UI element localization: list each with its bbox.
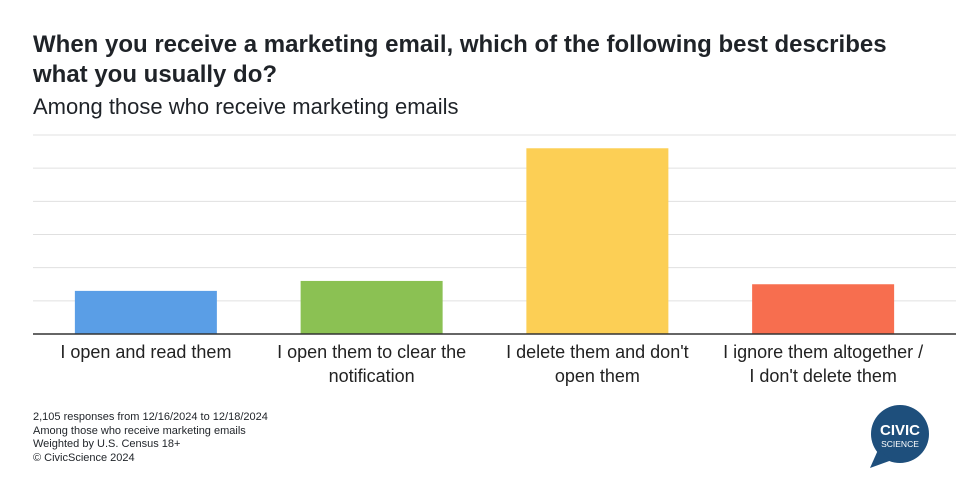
bar (74, 290, 217, 334)
logo-bubble (871, 405, 929, 463)
category-label: notification (329, 366, 415, 386)
bar (526, 148, 669, 334)
category-label: open them (555, 366, 640, 386)
chart-footer: 2,105 responses from 12/16/2024 to 12/18… (33, 411, 268, 465)
footer-population: Among those who receive marketing emails (33, 424, 246, 437)
bar (752, 284, 895, 334)
category-label: I ignore them altogether / (723, 342, 923, 362)
chart-title: When you receive a marketing email, whic… (33, 31, 887, 88)
bar-chart: I open and read them I open them to clear… (33, 134, 956, 386)
category-label: I don't delete them (749, 366, 897, 386)
footer-responses: 2,105 responses from 12/16/2024 to 12/18… (33, 411, 268, 423)
category-label: I open them to clear the (277, 342, 466, 362)
civicscience-logo: CIVIC SCIENCE (870, 405, 929, 468)
logo-bubble-tail (870, 450, 892, 468)
logo-text-science: SCIENCE (881, 439, 919, 449)
logo-text-civic: CIVIC (880, 422, 920, 439)
chart-subtitle: Among those who receive marketing emails (33, 94, 459, 119)
category-label: I open and read them (60, 342, 231, 362)
footer-weighting: Weighted by U.S. Census 18+ (33, 438, 181, 450)
category-label: I delete them and don't (506, 342, 689, 362)
footer-copyright: © CivicScience 2024 (33, 451, 135, 464)
bar (300, 280, 443, 334)
